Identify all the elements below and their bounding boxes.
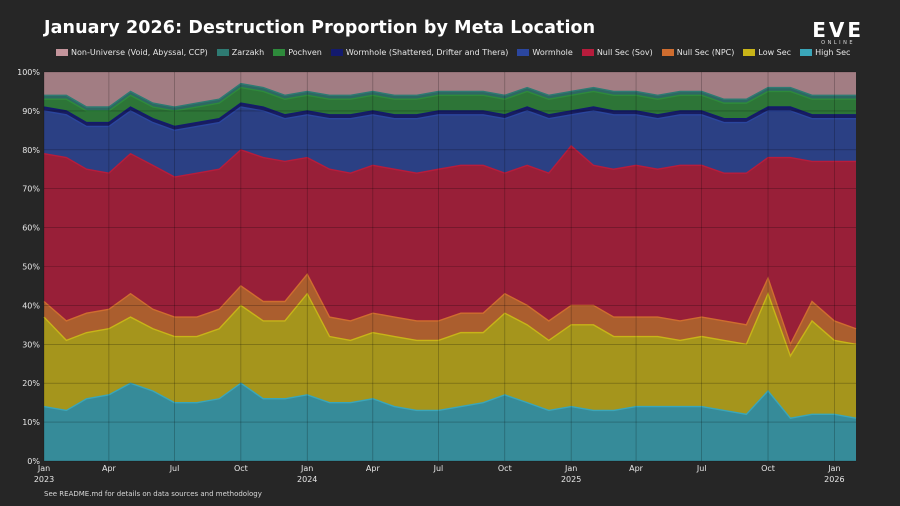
area-pochven [44, 87, 856, 127]
y-tick-label: 20% [22, 379, 40, 388]
legend-label: Null Sec (NPC) [676, 48, 735, 57]
chart-title: January 2026: Destruction Proportion by … [44, 18, 596, 38]
x-tick-label: Jul [696, 464, 707, 473]
x-tick-year: 2025 [561, 475, 581, 484]
series-line-null-sec-npc- [43, 273, 857, 347]
legend-label: Non-Universe (Void, Abyssal, CCP) [71, 48, 208, 57]
x-tick-year: 2024 [297, 475, 317, 484]
legend-swatch [743, 49, 756, 56]
y-tick-label: 60% [22, 224, 40, 233]
area-null-sec-sov- [44, 145, 856, 345]
legend-entry: Wormhole (Shattered, Drifter and Thera) [330, 48, 509, 57]
legend-entry: Zarzakh [216, 48, 265, 57]
logo-word: EVE [812, 18, 864, 42]
area-non-universe-void-abyssal-ccp- [44, 72, 856, 108]
x-tick-label: Jan [827, 464, 840, 473]
x-tick-label: Apr [629, 464, 644, 473]
legend-swatch [273, 49, 286, 56]
legend-label: Zarzakh [231, 48, 265, 57]
legend-swatch [581, 49, 594, 56]
legend-swatch [661, 49, 674, 56]
series-line-null-sec-sov- [43, 144, 856, 178]
legend-entry: Wormhole [517, 48, 573, 57]
legend-swatch [517, 49, 530, 56]
y-tick-label: 10% [22, 418, 40, 427]
y-tick-label: 100% [17, 68, 40, 77]
x-tick-label: Jul [169, 464, 180, 473]
x-tick-year: 2023 [34, 475, 54, 484]
legend-entry: Null Sec (Sov) [581, 48, 653, 57]
legend-label: Pochven [288, 48, 322, 57]
series-line-zarzakh [44, 82, 856, 108]
area-high-sec [44, 383, 856, 461]
legend-swatch [216, 49, 229, 56]
x-tick-label: Apr [102, 464, 117, 473]
legend-label: Wormhole (Shattered, Drifter and Thera) [345, 48, 509, 57]
legend-entry: Null Sec (NPC) [661, 48, 735, 57]
x-tick-label: Jan [300, 464, 313, 473]
area-null-sec-npc- [44, 274, 856, 356]
legend-entry: High Sec [800, 48, 850, 57]
eve-online-logo: EVE ONLINE [812, 20, 864, 46]
y-tick-label: 90% [22, 107, 40, 116]
series-line-low-sec [43, 291, 857, 358]
x-tick-label: Oct [761, 464, 775, 473]
legend-entry: Non-Universe (Void, Abyssal, CCP) [56, 48, 208, 57]
x-tick-label: Apr [366, 464, 381, 473]
legend-swatch [56, 49, 68, 56]
x-tick-label: Jul [433, 464, 444, 473]
x-tick-year: 2026 [824, 475, 844, 484]
series-line-wormhole-shattered-drifter-and-thera- [43, 102, 856, 128]
x-tick-label: Jan [564, 464, 577, 473]
legend-entry: Pochven [273, 48, 322, 57]
area-wormhole [44, 107, 856, 178]
legend-label: Wormhole [532, 48, 573, 57]
series-line-pochven [44, 86, 856, 112]
legend-entry: Low Sec [743, 48, 791, 57]
legend-label: High Sec [815, 48, 851, 57]
y-tick-label: 40% [22, 301, 40, 310]
legend-label: Null Sec (Sov) [596, 48, 653, 57]
y-tick-label: 0% [27, 457, 40, 466]
legend-swatch [330, 49, 343, 56]
x-tick-label: Oct [498, 464, 512, 473]
legend-label: Low Sec [758, 48, 792, 57]
logo-subtitle: ONLINE [821, 40, 856, 46]
y-tick-label: 50% [22, 263, 40, 272]
y-tick-label: 80% [22, 146, 40, 155]
footnote: See README.md for details on data source… [44, 490, 262, 498]
y-tick-label: 70% [22, 185, 40, 194]
series-line-high-sec [43, 382, 857, 419]
x-tick-label: Oct [234, 464, 248, 473]
x-tick-label: Jan [37, 464, 50, 473]
series-line-wormhole [43, 106, 856, 132]
chart-legend: Non-Universe (Void, Abyssal, CCP) Zarzakh… [56, 48, 850, 57]
legend-swatch [800, 49, 813, 56]
y-tick-label: 30% [22, 340, 40, 349]
